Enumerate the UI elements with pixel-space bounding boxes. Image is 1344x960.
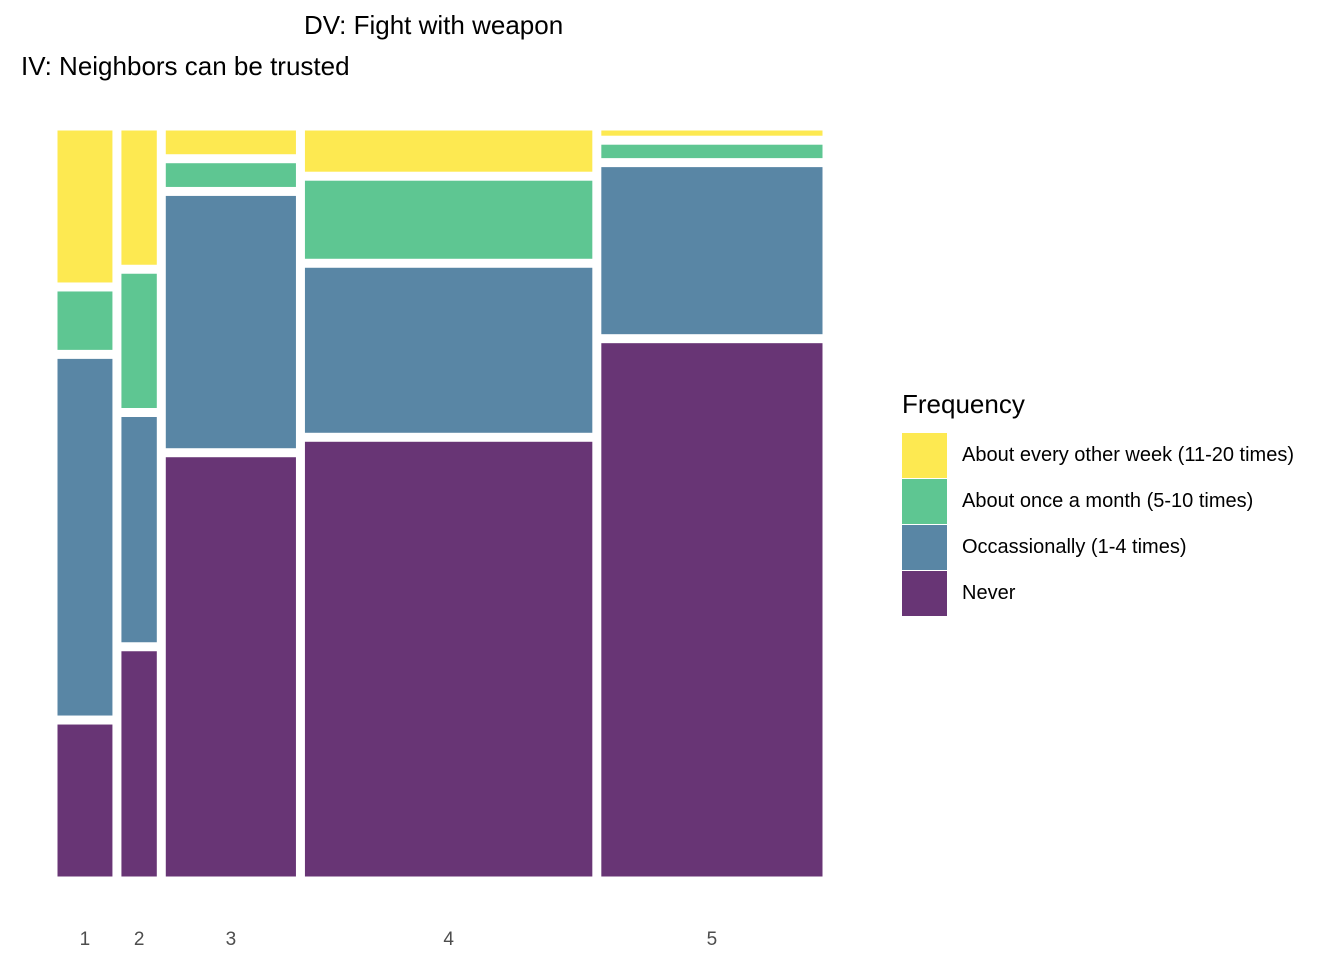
- cell-4-never: [304, 441, 593, 877]
- chart-subtitle: IV: Neighbors can be trusted: [21, 51, 350, 81]
- legend-label: About once a month (5-10 times): [962, 489, 1254, 512]
- legend-label: Never: [962, 581, 1016, 604]
- cell-4-occassionally-1-4-times: [304, 267, 593, 433]
- cell-5-about-once-a-month-5-10-times: [601, 144, 823, 159]
- mosaic-cells: [57, 130, 823, 877]
- cell-1-about-once-a-month-5-10-times: [57, 291, 113, 350]
- cell-2-never: [121, 651, 157, 877]
- legend-item: Never: [902, 570, 1294, 616]
- legend: Frequency About every other week (11-20 …: [902, 389, 1294, 616]
- cell-5-about-every-other-week-11-20-times: [601, 130, 823, 136]
- cell-1-never: [57, 724, 113, 877]
- cell-1-occassionally-1-4-times: [57, 358, 113, 716]
- legend-key: [902, 524, 947, 570]
- x-tick-label-5: 5: [707, 929, 718, 950]
- cell-2-about-every-other-week-11-20-times: [121, 130, 157, 265]
- legend-item: About once a month (5-10 times): [902, 478, 1294, 524]
- cell-2-about-once-a-month-5-10-times: [121, 273, 157, 408]
- cell-4-about-every-other-week-11-20-times: [304, 130, 593, 172]
- cell-3-never: [165, 457, 296, 877]
- legend-label: About every other week (11-20 times): [962, 443, 1295, 466]
- cell-3-about-once-a-month-5-10-times: [165, 163, 296, 187]
- legend-key: [902, 432, 947, 478]
- legend-title: Frequency: [902, 389, 1025, 419]
- legend-key: [902, 570, 947, 616]
- cell-4-about-once-a-month-5-10-times: [304, 180, 593, 259]
- chart-title: DV: Fight with weapon: [304, 10, 564, 40]
- x-tick-label-4: 4: [443, 929, 454, 950]
- x-tick-label-1: 1: [80, 929, 91, 950]
- legend-items: About every other week (11-20 times) Abou…: [902, 432, 1294, 616]
- x-tick-label-3: 3: [226, 929, 237, 950]
- cell-2-occassionally-1-4-times: [121, 417, 157, 643]
- cell-3-about-every-other-week-11-20-times: [165, 130, 296, 155]
- legend-item: Occassionally (1-4 times): [902, 524, 1294, 570]
- cell-5-never: [601, 343, 823, 877]
- x-tick-label-2: 2: [134, 929, 145, 950]
- legend-item: About every other week (11-20 times): [902, 432, 1294, 478]
- legend-key: [902, 478, 947, 524]
- cell-1-about-every-other-week-11-20-times: [57, 130, 113, 283]
- legend-label: Occassionally (1-4 times): [962, 535, 1187, 558]
- x-tick-labels: 1 2 3 4 5: [80, 929, 718, 950]
- cell-3-occassionally-1-4-times: [165, 195, 296, 449]
- cell-5-occassionally-1-4-times: [601, 167, 823, 335]
